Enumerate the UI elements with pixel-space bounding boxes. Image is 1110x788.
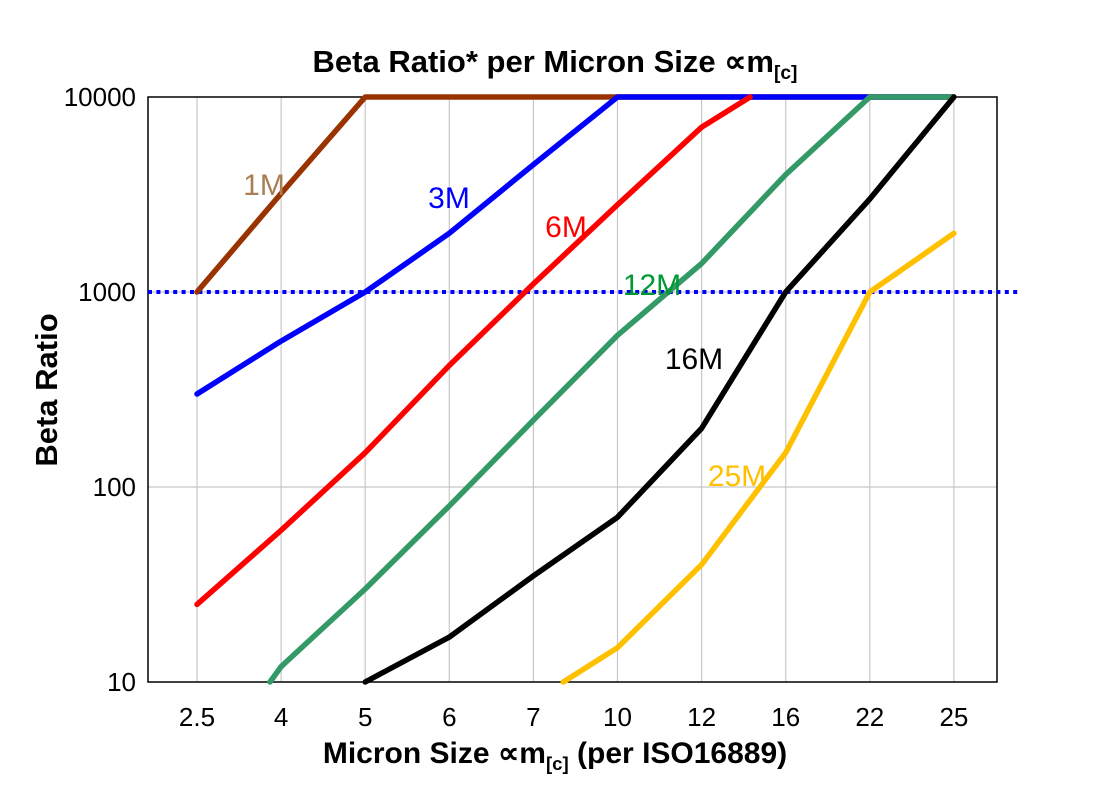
x-axis-title-post: (per ISO16889) xyxy=(568,737,788,770)
x-axis-title: Micron Size ∝m[c] (per ISO16889) xyxy=(0,736,1110,775)
x-axis-title-symbol: ∝m xyxy=(497,737,546,770)
y-tick-label-10000: 10000 xyxy=(64,82,136,112)
series-label-1M: 1M xyxy=(243,169,285,202)
chart-title: Beta Ratio* per Micron Size ∝m[c] xyxy=(0,44,1110,85)
x-tick-label-22: 22 xyxy=(855,702,884,732)
x-tick-label-16: 16 xyxy=(771,702,800,732)
series-line-25M xyxy=(560,230,957,685)
y-axis-title: Beta Ratio xyxy=(29,313,65,466)
series-line-3M xyxy=(194,94,957,397)
x-tick-label-7: 7 xyxy=(526,702,540,732)
series-label-6M: 6M xyxy=(545,211,587,244)
x-tick-label-10: 10 xyxy=(603,702,632,732)
x-tick-label-5: 5 xyxy=(358,702,372,732)
x-axis-title-pre: Micron Size xyxy=(322,737,498,770)
x-axis-title-subscript: [c] xyxy=(545,753,569,774)
series-line-12M xyxy=(267,94,957,685)
chart-title-symbol: ∝m xyxy=(724,44,774,79)
y-tick-label-100: 100 xyxy=(93,472,136,502)
x-tick-label-6: 6 xyxy=(442,702,456,732)
series-label-3M: 3M xyxy=(428,182,470,215)
series-line-16M xyxy=(362,94,957,685)
x-tick-label-4: 4 xyxy=(274,702,288,732)
x-tick-label-25: 25 xyxy=(939,702,968,732)
series-label-25M: 25M xyxy=(708,460,766,493)
chart-title-text: Beta Ratio* per Micron Size xyxy=(312,44,725,79)
x-tick-label-12: 12 xyxy=(687,702,716,732)
series-line-6M xyxy=(194,94,753,608)
x-tick-label-2.5: 2.5 xyxy=(179,702,215,732)
y-axis-title-text: Beta Ratio xyxy=(29,313,64,467)
series-label-12M: 12M xyxy=(623,269,681,302)
y-tick-label-1000: 1000 xyxy=(78,277,136,307)
series-label-16M: 16M xyxy=(665,343,723,376)
chart-title-subscript: [c] xyxy=(773,63,798,85)
y-tick-label-10: 10 xyxy=(107,667,136,697)
